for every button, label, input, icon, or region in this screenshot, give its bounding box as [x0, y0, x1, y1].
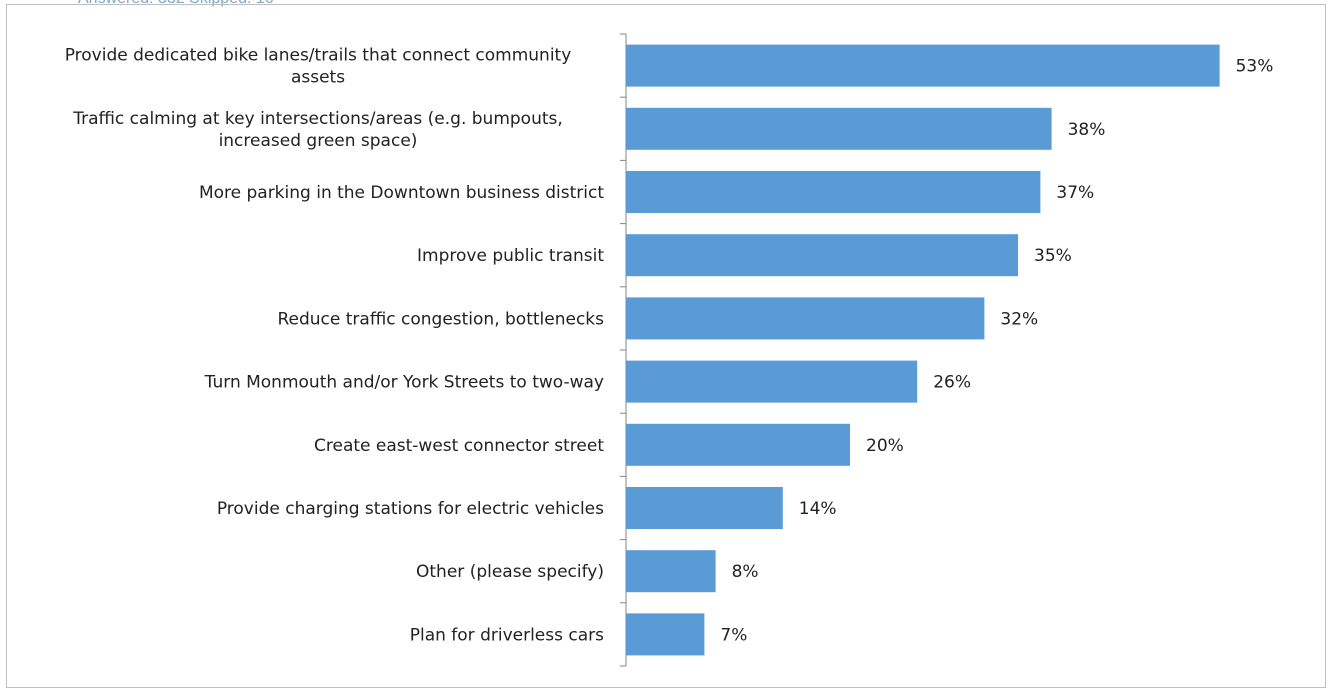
- category-label-line: Create east-west connector street: [314, 436, 604, 456]
- category-label-line: Other (please specify): [416, 562, 604, 582]
- category-label-line: More parking in the Downtown business di…: [199, 183, 604, 203]
- category-label: Provide dedicated bike lanes/trails that…: [65, 46, 572, 88]
- bar: [626, 107, 1052, 150]
- value-label: 20%: [866, 436, 904, 456]
- category-label: Provide charging stations for electric v…: [217, 499, 604, 519]
- category-label: Other (please specify): [416, 562, 604, 582]
- bar: [626, 234, 1018, 277]
- category-label-line: Improve public transit: [417, 246, 604, 266]
- responses-summary: Answered: 332 Skipped: 16: [78, 0, 274, 8]
- bar: [626, 550, 716, 593]
- value-label: 53%: [1236, 57, 1274, 77]
- category-label: Plan for driverless cars: [410, 625, 604, 645]
- category-label-line: Reduce traffic congestion, bottlenecks: [277, 309, 604, 329]
- category-label: More parking in the Downtown business di…: [199, 183, 604, 203]
- category-label-line: Provide charging stations for electric v…: [217, 499, 604, 519]
- bar: [626, 360, 918, 403]
- value-label: 8%: [732, 562, 759, 582]
- category-label: Turn Monmouth and/or York Streets to two…: [204, 373, 604, 393]
- bar: [626, 171, 1041, 213]
- category-label: Create east-west connector street: [314, 436, 604, 456]
- value-label: 35%: [1034, 246, 1072, 266]
- bar: [626, 487, 783, 529]
- bar: [626, 297, 985, 340]
- chart-frame: [6, 4, 1326, 688]
- category-label-line: Plan for driverless cars: [410, 625, 604, 645]
- category-label-line: Provide dedicated bike lanes/trails that…: [65, 46, 572, 66]
- value-label: 26%: [933, 373, 971, 393]
- value-label: 32%: [1000, 309, 1038, 329]
- category-label-line: Traffic calming at key intersections/are…: [72, 109, 563, 129]
- value-label: 37%: [1056, 183, 1094, 203]
- category-label-line: increased green space): [219, 131, 418, 151]
- bar: [626, 423, 850, 466]
- category-label-line: Turn Monmouth and/or York Streets to two…: [204, 373, 604, 393]
- category-label: Reduce traffic congestion, bottlenecks: [277, 309, 604, 329]
- category-label: Improve public transit: [417, 246, 604, 266]
- category-label: Traffic calming at key intersections/are…: [72, 109, 563, 151]
- bar: [626, 44, 1220, 87]
- category-label-line: assets: [291, 68, 345, 88]
- bar: [626, 613, 705, 656]
- value-label: 38%: [1068, 120, 1106, 140]
- value-label: 14%: [799, 499, 837, 519]
- value-label: 7%: [720, 625, 747, 645]
